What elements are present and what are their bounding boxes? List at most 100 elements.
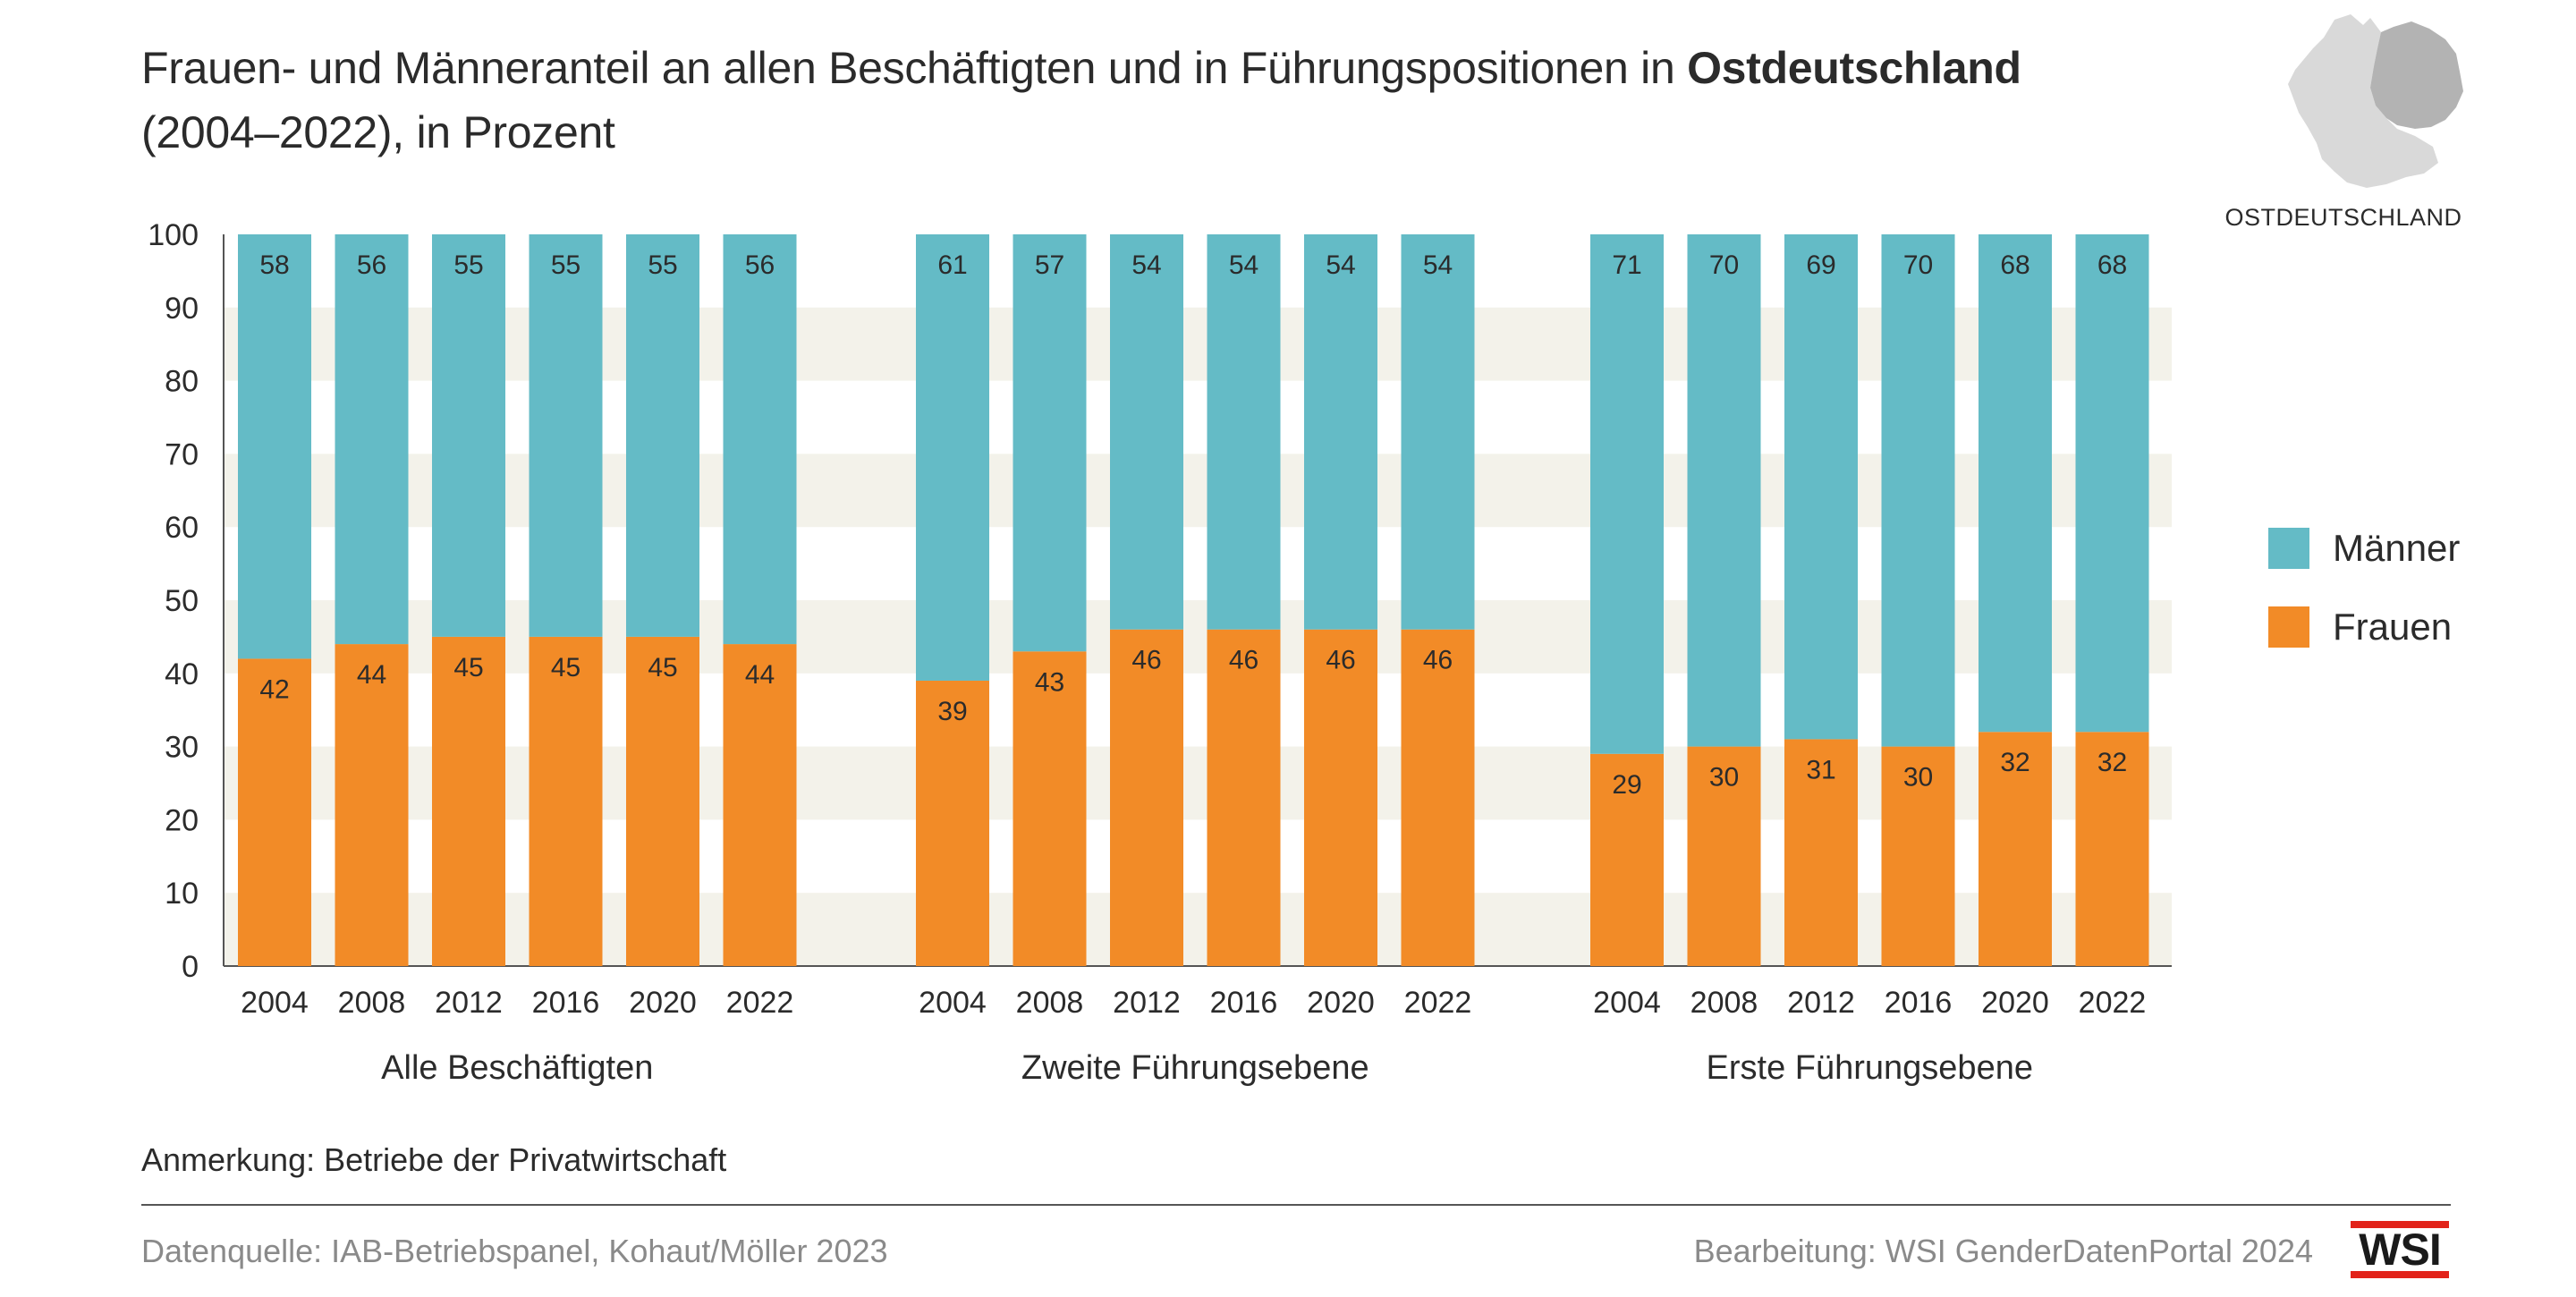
data-label-maenner: 68 [2000, 250, 2029, 280]
data-label-maenner: 57 [1035, 250, 1064, 280]
bar-maenner [1881, 234, 1955, 747]
bar-frauen [1784, 739, 1858, 966]
bar-maenner [1304, 234, 1377, 630]
data-label-maenner: 71 [1612, 250, 1641, 280]
data-label-frauen: 31 [1806, 755, 1835, 784]
legend: Männer Frauen [2268, 527, 2461, 685]
data-label-frauen: 32 [2097, 748, 2127, 777]
x-tick-label: 2016 [1885, 986, 1953, 1020]
data-label-frauen: 45 [551, 653, 580, 682]
data-label-maenner: 54 [1326, 250, 1355, 280]
bar-frauen [1013, 651, 1087, 966]
data-label-frauen: 32 [2000, 748, 2029, 777]
data-label-maenner: 55 [453, 250, 483, 280]
chart-title: Frauen- und Männeranteil an allen Beschä… [141, 36, 2199, 165]
bar-maenner [723, 234, 797, 645]
data-label-maenner: 70 [1903, 250, 1933, 280]
bar-frauen [1687, 746, 1761, 966]
data-label-maenner: 56 [357, 250, 386, 280]
x-tick-label: 2012 [1113, 986, 1181, 1020]
bar-frauen [723, 644, 797, 966]
data-label-frauen: 46 [1326, 646, 1355, 675]
bar-frauen [1979, 732, 2052, 966]
bar-maenner [1590, 234, 1664, 754]
x-tick-label: 2016 [532, 986, 600, 1020]
data-label-frauen: 46 [1423, 646, 1453, 675]
data-label-maenner: 54 [1423, 250, 1453, 280]
data-label-maenner: 55 [551, 250, 580, 280]
bar-frauen [1110, 629, 1183, 966]
x-tick-label: 2012 [1787, 986, 1855, 1020]
legend-item-frauen: Frauen [2268, 606, 2460, 648]
note: Anmerkung: Betriebe der Privatwirtschaft [141, 1141, 727, 1178]
data-label-maenner: 70 [1709, 250, 1739, 280]
x-tick-label: 2008 [1690, 986, 1758, 1020]
data-label-frauen: 45 [453, 653, 483, 682]
wsi-logo: WSI [2351, 1221, 2449, 1278]
grid-stripe [224, 600, 2172, 674]
bar-frauen [1304, 629, 1377, 966]
bar-frauen [335, 644, 409, 966]
x-tick-label: 2008 [1016, 986, 1084, 1020]
group-label: Alle Beschäftigten [381, 1049, 653, 1087]
credit: Bearbeitung: WSI GenderDatenPortal 2024 [1693, 1233, 2313, 1269]
y-tick-label: 40 [165, 657, 199, 691]
east-germany-shape [2370, 21, 2463, 129]
x-tick-label: 2004 [1593, 986, 1661, 1020]
bar-maenner [916, 234, 989, 681]
legend-label-maenner: Männer [2333, 527, 2461, 569]
bar-maenner [1207, 234, 1281, 630]
bar-maenner [1687, 234, 1761, 747]
data-source: Datenquelle: IAB-Betriebspanel, Kohaut/M… [141, 1233, 888, 1269]
x-tick-label: 2022 [2079, 986, 2147, 1020]
data-label-frauen: 29 [1612, 770, 1641, 800]
y-tick-label: 20 [165, 803, 199, 837]
y-tick-label: 10 [165, 877, 199, 911]
x-tick-label: 2020 [1981, 986, 2049, 1020]
west-germany-shape [2288, 14, 2438, 188]
data-label-frauen: 46 [1229, 646, 1258, 675]
legend-swatch-maenner [2268, 528, 2309, 569]
y-tick-label: 70 [165, 437, 199, 471]
bar-maenner [238, 234, 311, 659]
bar-frauen [1207, 629, 1281, 966]
x-tick-label: 2020 [629, 986, 697, 1020]
y-tick-label: 80 [165, 365, 199, 399]
group-label: Zweite Führungsebene [1021, 1049, 1369, 1087]
data-label-maenner: 68 [2097, 250, 2127, 280]
x-tick-label: 2012 [435, 986, 503, 1020]
data-label-maenner: 54 [1229, 250, 1258, 280]
legend-swatch-frauen [2268, 606, 2309, 648]
data-label-maenner: 58 [259, 250, 289, 280]
bar-maenner [1110, 234, 1183, 630]
data-label-frauen: 46 [1131, 646, 1161, 675]
bar-frauen [238, 658, 311, 966]
x-tick-label: 2004 [241, 986, 309, 1020]
group-label: Erste Führungsebene [1707, 1049, 2033, 1087]
data-label-frauen: 44 [745, 660, 775, 690]
data-label-frauen: 30 [1709, 763, 1739, 793]
data-label-frauen: 39 [937, 697, 967, 726]
data-label-frauen: 43 [1035, 667, 1064, 697]
bar-frauen [626, 636, 699, 966]
title-part-1: Frauen- und Männeranteil an allen Beschä… [141, 43, 1688, 93]
x-tick-label: 2022 [726, 986, 794, 1020]
data-label-maenner: 69 [1806, 250, 1835, 280]
bar-maenner [1979, 234, 2052, 733]
germany-map-icon [2288, 14, 2463, 188]
grid-stripe [224, 454, 2172, 528]
y-tick-label: 100 [148, 218, 199, 252]
legend-label-frauen: Frauen [2333, 606, 2453, 648]
title-part-2: (2004–2022), in Prozent [141, 107, 615, 157]
bar-maenner [626, 234, 699, 637]
legend-item-maenner: Männer [2268, 527, 2461, 569]
y-tick-label: 0 [182, 950, 199, 984]
bar-maenner [1401, 234, 1475, 630]
bar-frauen [2075, 732, 2149, 966]
x-tick-label: 2020 [1307, 986, 1375, 1020]
logo-text: WSI [2359, 1225, 2441, 1275]
bar-maenner [335, 234, 409, 645]
y-tick-label: 30 [165, 731, 199, 765]
y-tick-label: 90 [165, 292, 199, 326]
bar-maenner [1784, 234, 1858, 740]
